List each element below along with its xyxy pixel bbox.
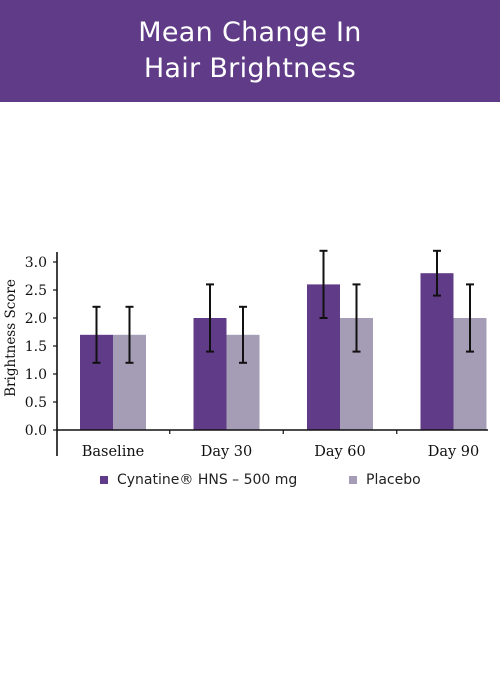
x-tick-label: Day 30 xyxy=(201,444,253,460)
y-tick-label: 1.0 xyxy=(25,367,47,383)
y-tick-label: 0.5 xyxy=(25,395,47,411)
legend-label-placebo: Placebo xyxy=(366,472,421,488)
y-tick-label: 0.0 xyxy=(25,423,47,439)
y-tick-label: 1.5 xyxy=(25,339,47,355)
chart-title-line-2: Hair Brightness xyxy=(143,53,357,84)
y-tick-label: 2.5 xyxy=(25,283,47,299)
legend-swatch-cynatine xyxy=(100,476,108,484)
legend-label-cynatine: Cynatine® HNS – 500 mg xyxy=(117,472,298,488)
legend-item-placebo: Placebo xyxy=(349,472,421,488)
y-axis-title: Brightness Score xyxy=(3,279,19,397)
title-banner: Mean Change In Hair Brightness xyxy=(0,0,500,102)
chart-title-line-1: Mean Change In xyxy=(138,17,362,48)
bar-cynatine-day-90 xyxy=(420,273,454,430)
legend-swatch-placebo xyxy=(349,476,357,484)
legend-item-cynatine: Cynatine® HNS – 500 mg xyxy=(100,472,297,488)
x-tick-label: Day 90 xyxy=(428,444,480,460)
y-tick-label: 2.0 xyxy=(25,311,47,327)
legend: Cynatine® HNS – 500 mg Placebo xyxy=(0,472,500,492)
x-tick-label: Day 60 xyxy=(314,444,366,460)
y-tick-label: 3.0 xyxy=(25,255,47,271)
x-tick-label: Baseline xyxy=(82,444,145,460)
